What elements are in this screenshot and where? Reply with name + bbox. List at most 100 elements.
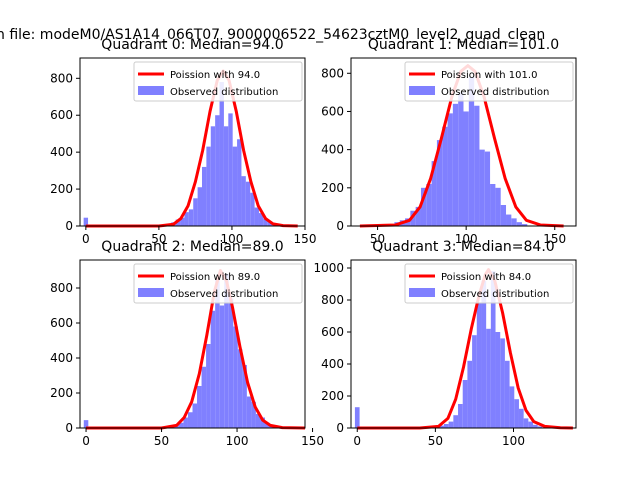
hist-bar — [420, 187, 427, 226]
hist-bar — [436, 140, 443, 226]
y-tick-label: 0 — [336, 421, 344, 435]
x-tick-label: 50 — [154, 434, 169, 448]
hist-bar — [206, 344, 211, 428]
legend-box — [133, 61, 303, 102]
hist-bar — [263, 218, 268, 226]
x-tick-label: 0 — [82, 434, 90, 448]
y-tick-label: 600 — [321, 325, 344, 339]
axes-frame — [350, 259, 577, 429]
hist-bar — [453, 415, 459, 428]
hist-bar — [504, 360, 510, 428]
y-tick-label: 800 — [321, 66, 344, 80]
hist-bar — [219, 305, 225, 428]
y-tick-label: 800 — [321, 293, 344, 307]
hist-bar — [490, 184, 496, 226]
hist-bar — [201, 366, 207, 428]
legend-hist-label: Observed distribution — [170, 87, 278, 98]
y-tick-label: 400 — [50, 351, 73, 365]
hist-bar — [468, 77, 475, 226]
legend-hist-label: Observed distribution — [170, 289, 278, 300]
hist-bar — [192, 403, 198, 428]
legend-box — [133, 263, 303, 304]
hist-bar — [479, 149, 485, 226]
hist-bar — [476, 303, 482, 428]
hist-bar — [241, 176, 246, 226]
hist-bar — [518, 408, 524, 428]
hist-bar — [410, 210, 416, 226]
y-tick-label: 800 — [50, 71, 73, 85]
hist-bar — [500, 205, 507, 226]
legend-hist-swatch — [138, 288, 164, 297]
hist-bar — [83, 217, 89, 226]
hist-bar — [462, 380, 468, 428]
x-tick-label: 50 — [428, 434, 443, 448]
hist-bar — [193, 198, 198, 226]
legend-hist-label: Observed distribution — [441, 87, 549, 98]
hist-bar — [232, 146, 238, 226]
axes-frame — [79, 57, 306, 227]
hist-bar — [228, 298, 234, 428]
hist-bar — [506, 214, 512, 226]
hist-bar — [447, 113, 453, 226]
x-tick-label: 150 — [294, 232, 317, 246]
y-tick-label: 400 — [321, 357, 344, 371]
x-tick-label: 50 — [151, 232, 166, 246]
hist-bar — [206, 146, 211, 226]
hist-bar — [255, 414, 261, 428]
y-tick-label: 200 — [50, 386, 73, 400]
legend-fit-label: Poission with 94.0 — [170, 70, 260, 81]
hist-bar — [474, 105, 480, 226]
x-tick-label: 50 — [370, 232, 385, 246]
hist-bar — [188, 209, 194, 226]
hist-bar — [495, 187, 501, 226]
legend-fit-label: Poission with 101.0 — [441, 70, 537, 81]
y-tick-label: 200 — [321, 181, 344, 195]
legend-fit-label: Poission with 84.0 — [441, 272, 531, 283]
hist-bar — [509, 386, 515, 428]
hist-bar — [521, 224, 528, 226]
hist-bar — [224, 274, 229, 428]
x-tick-label: 100 — [455, 232, 478, 246]
y-tick-label: 600 — [50, 108, 73, 122]
hist-bar — [514, 399, 519, 428]
hist-bar — [533, 424, 538, 428]
hist-bar — [267, 221, 273, 226]
hist-bar — [184, 212, 189, 226]
y-tick-label: 200 — [321, 389, 344, 403]
hist-bar — [467, 360, 473, 428]
x-tick-label: 0 — [353, 434, 361, 448]
hist-bar — [439, 425, 444, 428]
hist-bar — [175, 219, 181, 226]
legend-box — [404, 263, 574, 304]
hist-bar — [219, 82, 224, 226]
x-tick-label: 100 — [502, 434, 525, 448]
hist-bar — [83, 420, 89, 428]
panel-title: Quadrant 3: Median=84.0 — [372, 239, 554, 255]
hist-bar — [443, 424, 449, 428]
axes-frame — [79, 259, 306, 429]
legend-box — [404, 61, 574, 102]
hist-bar — [242, 365, 247, 428]
x-tick-label: 100 — [226, 434, 249, 448]
hist-bar — [180, 217, 185, 226]
x-tick-label: 150 — [543, 232, 566, 246]
quadrant-panel-3: 0 200 400 600 800 1000 0 50 100 Quadrant 3: Media… — [313, 239, 577, 448]
y-tick-label: 0 — [65, 219, 73, 233]
x-tick-label: 100 — [220, 232, 243, 246]
hist-bar — [210, 310, 216, 428]
legend-hist-swatch — [138, 86, 164, 95]
x-tick-label: 0 — [82, 232, 90, 246]
hist-bar — [511, 218, 517, 226]
hist-bar — [237, 139, 242, 226]
hist-bar — [215, 115, 220, 226]
hist-bar — [458, 92, 464, 226]
hist-bar — [486, 328, 491, 428]
hist-bar — [516, 222, 522, 226]
legend-hist-swatch — [409, 86, 435, 95]
hist-bar — [528, 421, 534, 428]
hist-bar — [183, 417, 188, 428]
hist-bar — [442, 126, 448, 226]
hist-bar — [523, 418, 529, 428]
hist-bar — [245, 181, 251, 226]
hist-bar — [484, 151, 491, 226]
